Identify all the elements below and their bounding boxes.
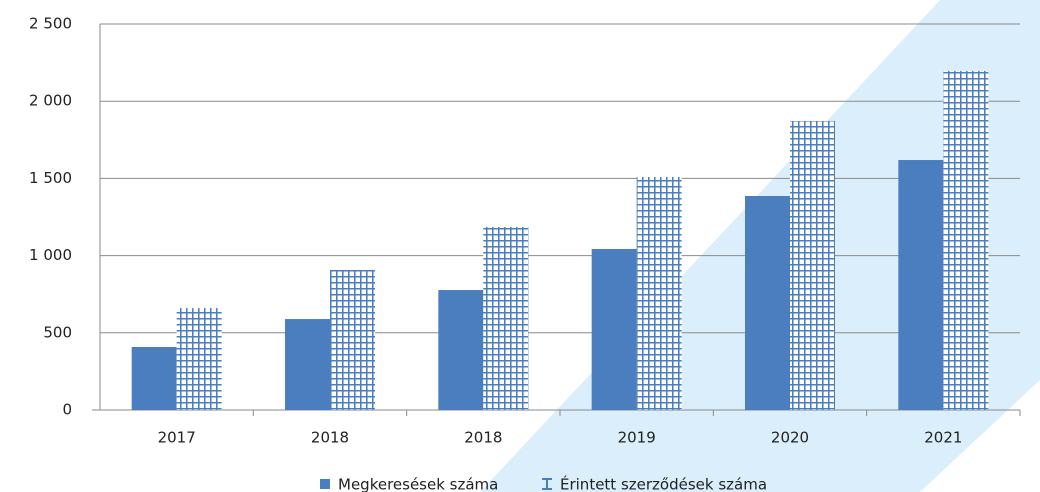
y-tick-label: 0 <box>62 401 72 419</box>
legend-label: Érintett szerződések száma <box>560 475 767 492</box>
y-tick-label: 2 500 <box>29 15 72 33</box>
legend-marker <box>320 479 330 489</box>
x-tick-label: 2018 <box>464 429 502 447</box>
bar <box>285 319 330 410</box>
bar <box>898 160 944 410</box>
x-tick-label: 2019 <box>618 429 656 447</box>
bar <box>330 269 375 410</box>
x-tick-label: 2021 <box>924 429 962 447</box>
bar <box>790 120 835 411</box>
bar <box>131 347 177 410</box>
legend-label: Megkeresések száma <box>338 476 498 492</box>
y-tick-label: 1 000 <box>29 246 72 264</box>
legend-marker <box>542 478 552 490</box>
y-tick-label: 1 500 <box>29 169 72 187</box>
bar <box>943 70 989 411</box>
y-tick-label: 2 000 <box>29 92 72 110</box>
x-tick-label: 2020 <box>771 429 809 447</box>
bar <box>483 227 529 410</box>
y-tick-label: 500 <box>43 323 72 341</box>
bar <box>745 196 790 410</box>
x-tick-label: 2017 <box>158 429 196 447</box>
bar <box>591 248 637 410</box>
x-tick-label: 2018 <box>311 429 349 447</box>
bar <box>636 177 682 410</box>
bar <box>176 308 222 410</box>
bar <box>438 290 484 410</box>
